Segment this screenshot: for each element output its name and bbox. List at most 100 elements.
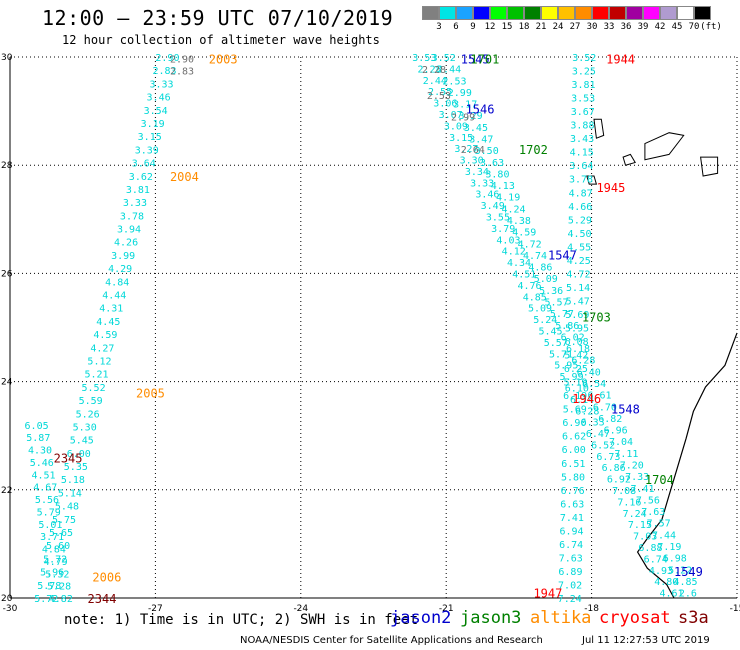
swh-value: 6.10 — [565, 383, 589, 394]
y-tick-label: 22 — [1, 486, 12, 496]
swh-value: 5.57 — [544, 338, 568, 349]
swh-value: 4.84 — [42, 545, 66, 556]
x-tick-label: -15 — [730, 604, 740, 614]
swh-value: 5.19 — [563, 378, 587, 389]
swh-value: 5.14 — [58, 488, 82, 499]
swh-value: 7.57 — [647, 519, 671, 530]
swh-value: 3.30 — [460, 156, 484, 167]
swh-value: 4.74 — [523, 251, 547, 262]
swh-value: 5.09 — [534, 274, 558, 285]
swh-value: 3.17 — [453, 100, 477, 111]
swh-value: 3.55 — [486, 213, 510, 224]
swh-value: 7.63 — [559, 553, 583, 564]
swh-value: 7.11 — [614, 449, 638, 460]
swh-value: 4.79 — [44, 557, 68, 568]
swh-value: 5.72 — [34, 594, 58, 605]
swh-value: 7.19 — [657, 542, 681, 553]
swh-value: 5.75 — [52, 515, 76, 526]
swh-value: 4.27 — [90, 343, 114, 354]
color-swatch — [592, 6, 609, 20]
pass-time-label: 1947 — [533, 587, 562, 601]
x-tick-label: -27 — [148, 604, 163, 614]
swh-value: 4.61 — [659, 589, 683, 600]
y-tick-label: 24 — [1, 378, 13, 388]
swh-value: 3.47 — [469, 135, 493, 146]
swh-value: 3.78 — [120, 211, 144, 222]
swh-value: 5.69 — [563, 405, 587, 416]
swh-value: 3.64 — [569, 161, 593, 172]
swh-value: 5.60 — [46, 541, 70, 552]
swh-value: 3.67 — [571, 107, 595, 118]
pass-time-label: 1703 — [582, 311, 611, 325]
swh-value: 5.69 — [565, 310, 589, 321]
x-tick-label: -18 — [584, 604, 599, 614]
color-swatch — [558, 6, 575, 20]
swh-value: 3.81 — [571, 80, 595, 91]
swh-value: 4.03 — [496, 235, 520, 246]
swh-value: 3.09 — [444, 121, 468, 132]
swh-value-low: 2.64 — [461, 145, 485, 156]
color-swatch — [575, 6, 592, 20]
color-swatch — [609, 6, 626, 20]
swh-value: 6.76 — [561, 486, 585, 497]
swh-value: 5.24 — [533, 315, 557, 326]
color-scale-tick: 45 — [671, 22, 683, 32]
canary-island — [586, 175, 598, 185]
legend-s3a: s3a — [678, 608, 709, 628]
swh-value: 5.86 — [555, 321, 579, 332]
swh-value: 3.50 — [475, 146, 499, 157]
pass-time-label: 1548 — [611, 403, 640, 417]
y-tick-label: 30 — [1, 53, 13, 63]
swh-value: 6.47 — [586, 429, 610, 440]
color-scale-tick: 33 — [603, 22, 615, 32]
pass-time-label: 2345 — [54, 451, 83, 465]
color-swatch — [660, 6, 677, 20]
swh-value: 5.14 — [566, 283, 590, 294]
swh-value-low: 2.99 — [451, 113, 475, 124]
color-scale-tick: 42 — [654, 22, 666, 32]
swh-value: 5.79 — [37, 507, 61, 518]
swh-value: 3.78 — [569, 175, 593, 186]
swh-value: 5.35 — [64, 462, 88, 473]
swh-value: 4.34 — [507, 258, 531, 269]
color-swatch — [694, 6, 711, 20]
swh-value: 4.30 — [28, 446, 52, 457]
swh-value: 3.43 — [570, 134, 594, 145]
credit-text: NOAA/NESDIS Center for Satellite Applica… — [240, 635, 543, 646]
swh-value: 3.81 — [126, 185, 150, 196]
color-scale-tick: 36 — [620, 22, 632, 32]
swh-value: 5.21 — [84, 370, 108, 381]
swh-value: 3.33 — [470, 178, 494, 189]
swh-value: 4.76 — [517, 281, 541, 292]
map-note: note: 1) Time is in UTC; 2) SWH is in fe… — [64, 612, 419, 628]
color-swatch — [507, 6, 524, 20]
color-swatch — [626, 6, 643, 20]
swh-value: 4.13 — [491, 181, 515, 192]
pass-time-label: 2004 — [170, 170, 199, 184]
swh-value: 6.05 — [25, 421, 49, 432]
color-swatch — [439, 6, 456, 20]
canary-island — [700, 156, 719, 177]
swh-value: 6.92 — [607, 475, 631, 486]
generated-timestamp: Jul 11 12:27:53 UTC 2019 — [582, 635, 710, 646]
swh-value: 4.29 — [108, 264, 132, 275]
swh-value: 5.56 — [35, 495, 59, 506]
swh-value: 7.44 — [652, 530, 676, 541]
swh-value: 3.53 — [412, 53, 436, 64]
swh-value: 3.33 — [149, 79, 173, 90]
pass-time-label: 1946 — [572, 392, 601, 406]
swh-value: 4.24 — [502, 204, 526, 215]
swh-value: 3.19 — [141, 119, 165, 130]
canary-island — [622, 153, 636, 166]
pass-time-label: 1944 — [606, 53, 635, 67]
swh-value: 5.72 — [43, 554, 67, 565]
swh-value: 3.94 — [117, 225, 141, 236]
canary-island — [644, 132, 685, 161]
swh-value: 3.71 — [40, 532, 64, 543]
pass-time-label: 2006 — [92, 570, 121, 584]
y-tick-label: 26 — [1, 269, 13, 279]
color-scale-tick: 30 — [586, 22, 598, 32]
swh-value: 5.45 — [538, 326, 562, 337]
swh-value: 3.88 — [570, 121, 594, 132]
